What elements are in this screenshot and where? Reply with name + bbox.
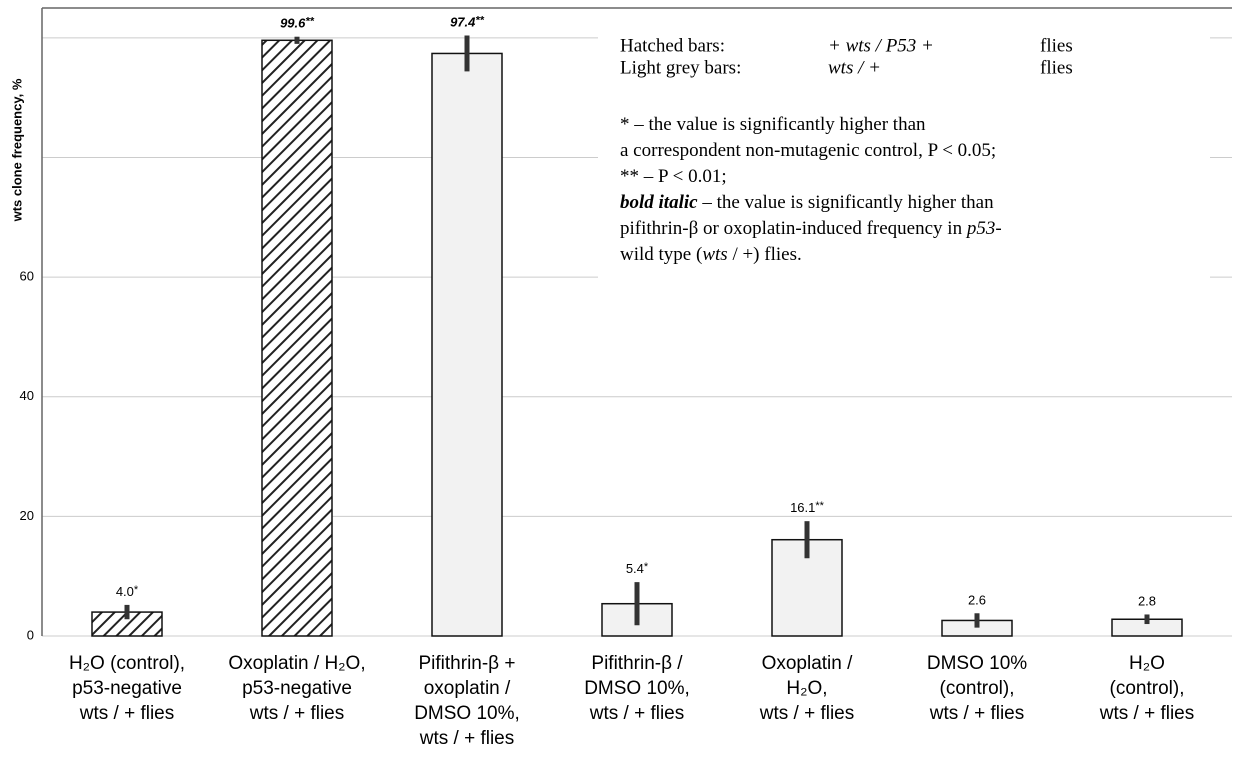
legend-note: pifithrin-β or oxoplatin-induced frequen… (620, 218, 1002, 239)
x-tick-label: H₂O (control), wts / + flies (1099, 653, 1195, 724)
significance: ** (815, 500, 824, 512)
legend-note: * – the value is significantly higher th… (620, 114, 926, 135)
x-tick-line: wts / + flies (589, 703, 685, 724)
value-label-group: 16.1** (790, 500, 825, 516)
value-label: 2.8 (1138, 594, 1156, 609)
legend-note-run: - (995, 218, 1001, 239)
x-tick-line: wts / + flies (419, 728, 515, 749)
legend-note-run: wts (702, 244, 727, 265)
legend-text: flies (1040, 57, 1073, 78)
x-tick-label: Pifithrin-β + oxoplatin / DMSO 10%, wts / +… (414, 653, 520, 749)
x-tick-line: oxoplatin / (424, 678, 511, 699)
y-tick-label: 20 (20, 508, 34, 523)
legend-text: + wts / P53 + (828, 35, 934, 56)
x-tick-line: H₂O (control), (69, 653, 185, 674)
x-tick-line: H₂O, (786, 678, 827, 699)
x-tick-label: Oxoplatin / H₂O, wts / + flies (759, 653, 855, 724)
x-tick-label: H₂O (control), p53-negative wts / + flies (69, 653, 185, 724)
x-tick-line: (control), (1110, 678, 1185, 699)
legend-note: a correspondent non-mutagenic control, P… (620, 140, 996, 161)
value-label-group: 4.0* (116, 584, 139, 600)
legend-text: wts / + (828, 57, 881, 78)
x-tick-line: wts / + flies (79, 703, 175, 724)
significance: * (134, 584, 139, 596)
value-label-group: 2.6 (968, 593, 986, 608)
legend-note-run: / +) flies. (728, 244, 802, 265)
x-tick-line: wts / + flies (249, 703, 345, 724)
legend-note-run: p53 (965, 218, 996, 239)
x-tick-line: DMSO 10% (927, 653, 1027, 674)
legend-box (598, 20, 1210, 310)
x-tick-line: Pifithrin-β + (419, 653, 516, 674)
x-tick-line: Oxoplatin / (762, 653, 854, 674)
y-tick-label: 40 (20, 388, 34, 403)
bar (261, 39, 333, 637)
x-tick-line: Oxoplatin / H₂O, (228, 653, 365, 674)
y-tick-label: 60 (20, 269, 34, 284)
x-tick-line: (control), (940, 678, 1015, 699)
legend-note-run: wild type ( (620, 244, 702, 265)
legend-note: wild type (wts / +) flies. (620, 244, 802, 265)
value-label-group: 5.4* (626, 561, 649, 577)
legend-note-run: – the value is significantly higher than (698, 192, 995, 213)
x-tick-label: Oxoplatin / H₂O, p53-negative wts / + flie… (228, 653, 365, 724)
x-tick-line: p53-negative (242, 678, 352, 699)
legend-note: ** – P < 0.01; (620, 166, 727, 187)
x-tick-line: Pifithrin-β / (591, 653, 683, 674)
value-label-group: 97.4** (450, 14, 485, 30)
legend-note-run: pifithrin-β or oxoplatin-induced frequen… (620, 218, 967, 239)
value-label: 4.0 (116, 584, 134, 599)
legend-text: flies (1040, 35, 1073, 56)
x-tick-line: wts / + flies (759, 703, 855, 724)
x-tick-line: DMSO 10%, (584, 678, 690, 699)
value-label: 16.1 (790, 501, 815, 516)
y-axis-label: wts clone frequency, % (9, 78, 24, 222)
x-tick-line: H₂O (1129, 653, 1165, 674)
legend-note: bold italic – the value is significantly… (620, 192, 994, 213)
bar (431, 52, 503, 637)
x-tick-line: p53-negative (72, 678, 182, 699)
x-tick-line: wts / + flies (1099, 703, 1195, 724)
x-tick-label: Pifithrin-β / DMSO 10%, wts / + flies (584, 653, 690, 724)
y-tick-label: 0 (27, 627, 34, 642)
x-tick-line: DMSO 10%, (414, 703, 520, 724)
value-label-group: 2.8 (1138, 594, 1156, 609)
legend-note-run: a correspondent non-mutagenic control, P… (620, 140, 996, 161)
legend-note-run: * – the value is significantly higher th… (620, 114, 926, 135)
value-label: 99.6 (280, 16, 306, 31)
significance: * (644, 561, 649, 573)
legend-text: Hatched bars: (620, 35, 725, 56)
legend-text: Light grey bars: (620, 57, 741, 78)
value-label: 97.4 (450, 15, 476, 30)
value-label-group: 99.6** (280, 16, 315, 32)
significance: ** (305, 16, 314, 28)
x-tick-label: DMSO 10% (control), wts / + flies (927, 653, 1027, 724)
x-tick-line: wts / + flies (929, 703, 1025, 724)
value-label: 2.6 (968, 593, 986, 608)
significance: ** (475, 14, 484, 26)
value-label: 5.4 (626, 562, 644, 577)
legend-note-run: ** – P < 0.01; (620, 166, 727, 187)
legend-note-run: bold italic (620, 192, 698, 213)
